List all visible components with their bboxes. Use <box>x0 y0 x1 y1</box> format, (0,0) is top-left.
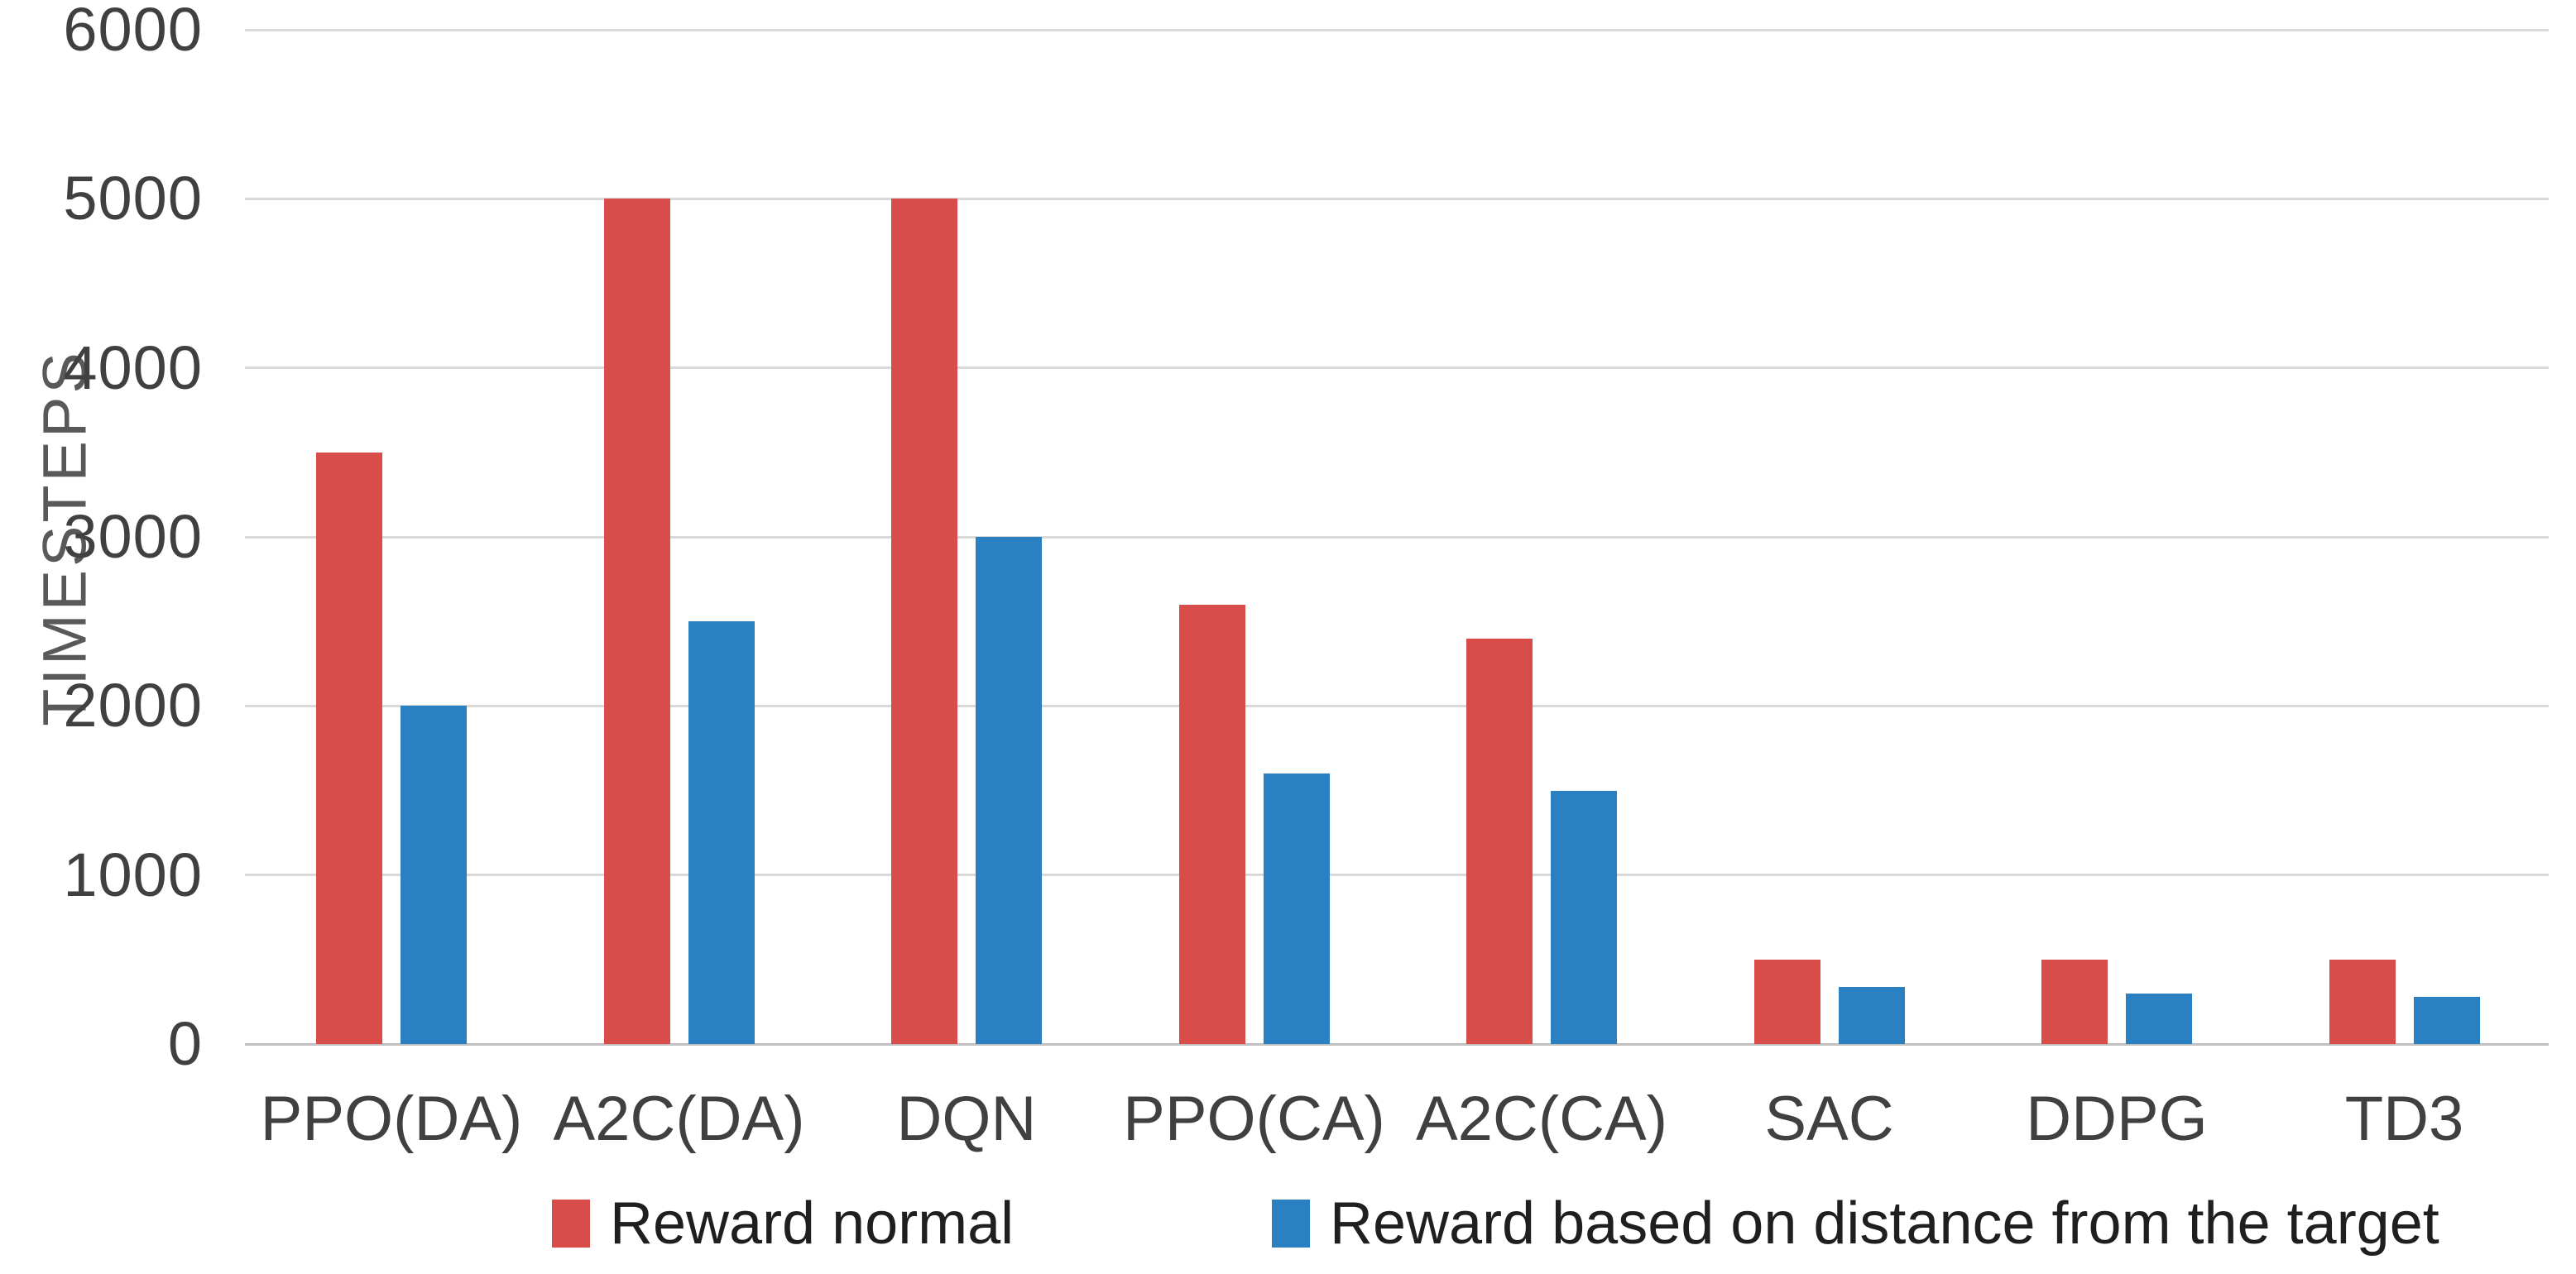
bar-reward-based-on-distance-from-the-target-ppo-ca <box>1263 774 1330 1044</box>
y-tick-label-2000: 2000 <box>63 671 203 740</box>
legend-label-reward-normal: Reward normal <box>610 1190 1015 1257</box>
legend-swatch-reward-normal <box>552 1200 590 1248</box>
category-label-ddpg: DDPG <box>2026 1084 2208 1154</box>
legend-label-reward-based-on-distance-from-the-target: Reward based on distance from the target <box>1330 1190 2439 1257</box>
y-tick-label-0: 0 <box>167 1009 203 1078</box>
y-tick-label-3000: 3000 <box>63 502 203 571</box>
bar-reward-based-on-distance-from-the-target-sac <box>1838 986 1905 1044</box>
category-label-td3: TD3 <box>2344 1084 2464 1154</box>
bar-reward-based-on-distance-from-the-target-dqn <box>976 537 1042 1044</box>
gridline-4000 <box>245 366 2549 370</box>
category-label-a2c-ca: A2C(CA) <box>1415 1084 1668 1154</box>
bar-reward-normal-ppo-da <box>316 452 382 1044</box>
bar-reward-normal-td3 <box>2329 959 2396 1044</box>
bar-reward-based-on-distance-from-the-target-ddpg <box>2126 993 2192 1044</box>
category-label-dqn: DQN <box>896 1084 1037 1154</box>
bar-reward-based-on-distance-from-the-target-a2c-ca <box>1551 790 1617 1044</box>
y-tick-label-1000: 1000 <box>63 840 203 909</box>
bar-reward-normal-ppo-ca <box>1178 604 1245 1044</box>
y-tick-label-6000: 6000 <box>63 0 203 64</box>
bar-reward-normal-a2c-ca <box>1466 638 1533 1044</box>
category-label-a2c-da: A2C(DA) <box>553 1084 805 1154</box>
gridline-3000 <box>245 535 2549 539</box>
legend-swatch-reward-based-on-distance-from-the-target <box>1272 1200 1310 1248</box>
category-label-sac: SAC <box>1764 1084 1894 1154</box>
bar-reward-normal-a2c-da <box>603 199 670 1044</box>
gridline-6000 <box>245 28 2549 31</box>
x-axis-line <box>245 1042 2549 1046</box>
bar-reward-based-on-distance-from-the-target-ppo-da <box>401 706 467 1044</box>
bar-reward-normal-dqn <box>891 199 957 1044</box>
bar-reward-normal-sac <box>1753 959 1820 1044</box>
bar-reward-based-on-distance-from-the-target-td3 <box>2413 996 2480 1044</box>
legend-item-reward-normal: Reward normal <box>552 1188 1014 1259</box>
category-label-ppo-da: PPO(DA) <box>260 1084 523 1154</box>
y-tick-label-4000: 4000 <box>63 333 203 402</box>
category-label-ppo-ca: PPO(CA) <box>1123 1084 1385 1154</box>
gridline-2000 <box>245 704 2549 707</box>
gridline-5000 <box>245 197 2549 200</box>
y-tick-label-5000: 5000 <box>63 164 203 233</box>
legend-item-reward-based-on-distance-from-the-target: Reward based on distance from the target <box>1272 1188 2439 1259</box>
bar-reward-normal-ddpg <box>2041 959 2108 1044</box>
gridline-1000 <box>245 874 2549 877</box>
bar-reward-based-on-distance-from-the-target-a2c-da <box>688 621 755 1044</box>
